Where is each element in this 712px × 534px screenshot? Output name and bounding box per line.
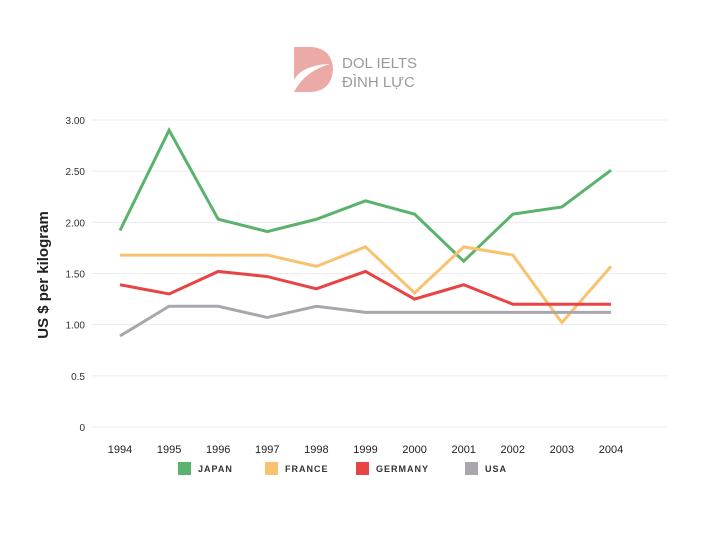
- x-tick-label: 2001: [451, 444, 475, 456]
- logo-line2: ĐÌNH LỰC: [342, 74, 415, 91]
- x-tick-label: 1996: [206, 444, 230, 456]
- legend-label: GERMANY: [376, 464, 429, 474]
- legend-label: USA: [485, 464, 507, 474]
- legend-label: FRANCE: [285, 464, 329, 474]
- y-tick-label: 2.00: [66, 218, 86, 229]
- legend-swatch-germany: [356, 462, 369, 475]
- series-line-japan: [118, 126, 612, 264]
- series-line-germany: [119, 269, 611, 306]
- y-tick-label: 0: [79, 423, 85, 434]
- legend-swatch-france: [265, 462, 278, 475]
- series-line-france: [120, 245, 613, 326]
- legend-label: JAPAN: [198, 464, 233, 474]
- y-tick-label: 3.00: [66, 116, 86, 127]
- x-tick-label: 1995: [157, 444, 181, 456]
- legend-swatch-japan: [178, 462, 191, 475]
- legend-swatch-usa: [465, 462, 478, 475]
- y-tick-label: 1.00: [66, 321, 86, 332]
- series-line-usa: [119, 304, 611, 338]
- y-tick-label: 1.50: [66, 270, 86, 281]
- x-tick-label: 2003: [550, 444, 574, 456]
- x-tick-label: 1999: [353, 444, 377, 456]
- logo-mark: [294, 47, 333, 92]
- x-tick-label: 1998: [304, 444, 328, 456]
- x-tick-label: 2002: [501, 444, 525, 456]
- logo-line1: DOL IELTS: [342, 55, 417, 72]
- x-tick-label: 2000: [402, 444, 426, 456]
- x-tick-label: 1994: [108, 444, 132, 456]
- y-tick-label: 0.5: [71, 372, 85, 383]
- y-axis-label: US $ per kilogram: [35, 211, 52, 339]
- y-tick-label: 2.50: [66, 167, 86, 178]
- logo: DOL IELTS ĐÌNH LỰC: [294, 47, 417, 92]
- x-tick-label: 2004: [599, 444, 623, 456]
- x-tick-label: 1997: [255, 444, 279, 456]
